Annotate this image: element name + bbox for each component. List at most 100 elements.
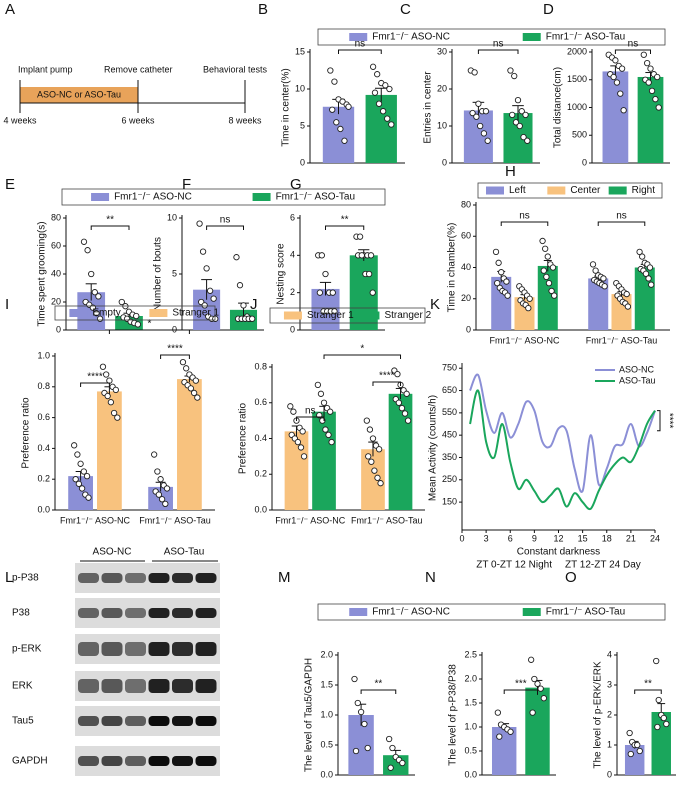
legend-swatch xyxy=(349,33,368,41)
data-point xyxy=(589,261,597,268)
y-tick-label: 2000 xyxy=(567,46,587,56)
sig-bracket xyxy=(657,410,661,432)
bar xyxy=(97,391,122,510)
y-axis-label: Mean Activity (counts/h) xyxy=(428,395,439,501)
y-tick-label: 10 xyxy=(295,83,305,93)
data-point xyxy=(529,709,536,716)
data-point xyxy=(158,496,166,503)
data-point xyxy=(652,96,659,103)
data-point xyxy=(351,675,358,683)
y-tick-label: 0.0 xyxy=(464,769,477,779)
y-tick-label: 1.5 xyxy=(320,679,333,689)
data-point xyxy=(475,100,482,107)
data-point xyxy=(375,100,383,107)
data-point xyxy=(110,409,118,417)
panel-letter: B xyxy=(258,1,268,18)
y-tick-label: 750 xyxy=(442,363,457,373)
blot-band xyxy=(172,608,193,618)
data-point xyxy=(516,122,523,130)
bar xyxy=(491,727,517,775)
blot-band xyxy=(101,573,123,583)
data-point xyxy=(151,451,158,458)
event-label: Behavioral tests xyxy=(203,64,268,74)
blot-band xyxy=(125,573,146,583)
data-point xyxy=(613,79,621,86)
data-point xyxy=(201,302,208,309)
sig-bracket xyxy=(90,225,130,230)
panel-letter: O xyxy=(565,569,577,586)
sig-label: **** xyxy=(167,344,183,355)
legend-swatch xyxy=(522,608,541,616)
legend-swatch xyxy=(283,311,302,320)
row-label: ERK xyxy=(12,681,33,692)
blot-band xyxy=(125,608,146,618)
data-point xyxy=(374,71,381,78)
legend-swatch xyxy=(349,608,368,616)
data-point xyxy=(545,279,553,287)
blot-band xyxy=(78,608,99,618)
bar xyxy=(588,278,609,330)
y-axis-label: Entries in center xyxy=(423,71,434,144)
data-point xyxy=(403,390,410,397)
bar xyxy=(491,276,512,330)
data-point xyxy=(339,98,346,105)
blot-band xyxy=(195,573,217,583)
sig-bracket xyxy=(500,221,549,226)
legend-label: Fmr1⁻/⁻ ASO-NC xyxy=(372,32,450,43)
panel-letter: I xyxy=(5,296,9,313)
legend-swatch xyxy=(69,309,88,317)
data-point xyxy=(385,735,393,743)
data-point xyxy=(331,78,338,85)
data-point xyxy=(118,298,125,306)
y-tick-label: 4 xyxy=(290,250,295,260)
legend-swatch xyxy=(486,186,504,195)
data-point xyxy=(287,403,294,410)
data-point xyxy=(93,310,100,317)
legend-label: Fmr1⁻/⁻ ASO-NC xyxy=(114,192,192,203)
blot-band xyxy=(101,642,123,656)
bar xyxy=(634,267,655,330)
legend-swatch xyxy=(361,311,380,320)
data-point xyxy=(654,73,661,81)
data-point xyxy=(163,485,171,492)
bar xyxy=(284,431,309,510)
sig-bracket xyxy=(614,49,651,54)
blot-band xyxy=(195,716,217,726)
legend-label: Left xyxy=(509,185,526,196)
data-point xyxy=(299,428,306,435)
data-point xyxy=(509,111,516,119)
data-point xyxy=(77,460,84,467)
blot-band xyxy=(78,756,99,766)
sig-bracket xyxy=(323,354,402,359)
data-point xyxy=(374,474,381,481)
data-point xyxy=(371,89,379,96)
row-label: Tau5 xyxy=(12,716,34,727)
x-sub-label: ZT 12-ZT 24 Day xyxy=(565,560,641,571)
panel-letter: H xyxy=(505,163,516,180)
y-axis-label: The level of p-P38/P38 xyxy=(448,664,459,766)
data-point xyxy=(240,302,247,309)
legend-swatch xyxy=(522,33,541,41)
row-label: GAPDH xyxy=(12,756,48,767)
blot-band xyxy=(172,642,193,656)
blot-band xyxy=(148,756,170,766)
data-point xyxy=(72,476,79,483)
data-point xyxy=(520,133,527,141)
data-point xyxy=(636,747,643,755)
data-point xyxy=(645,79,652,86)
bar xyxy=(463,110,493,163)
data-point xyxy=(183,365,190,372)
y-tick-label: 0.5 xyxy=(320,739,333,749)
blot-band xyxy=(125,679,146,693)
data-point xyxy=(600,275,607,282)
x-tick-label: Fmr1⁻/⁻ ASO-NC xyxy=(489,335,560,345)
sig-label: ns xyxy=(305,406,316,417)
data-point xyxy=(327,67,334,74)
sig-bracket xyxy=(80,382,110,387)
data-point xyxy=(399,759,406,767)
y-tick-label: 0 xyxy=(172,324,177,334)
data-point xyxy=(401,410,409,417)
y-tick-label: 80 xyxy=(461,199,471,209)
data-point xyxy=(199,248,207,255)
data-point xyxy=(83,472,91,480)
